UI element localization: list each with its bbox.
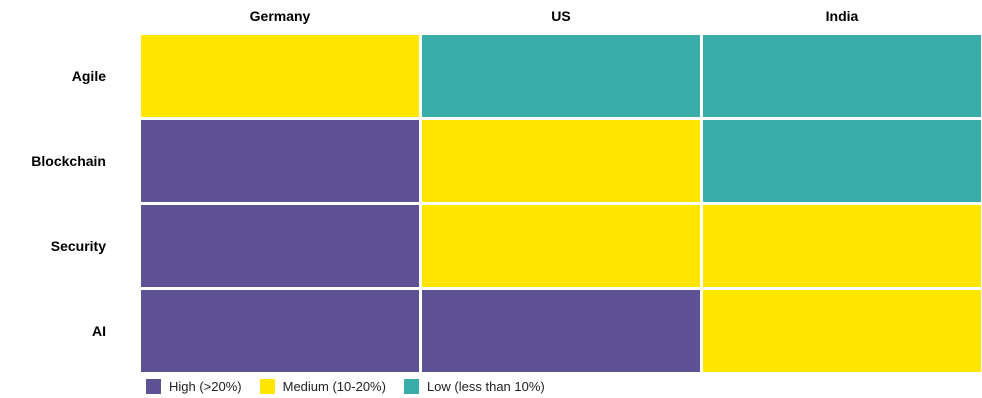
legend-swatch-medium [259,378,275,394]
row-label: Security [51,238,106,254]
heatmap-cell-high [141,290,419,372]
heatmap-cell-high [141,120,419,202]
heatmap-cell-low [703,120,981,202]
heatmap-cell-low [422,35,700,117]
legend-item-high: High (>20%) [146,378,242,394]
heatmap-cell-medium [141,35,419,117]
column-labels: Germany US India [250,8,859,24]
row-label: AI [92,323,106,339]
legend: High (>20%) Medium (10-20%) Low (less th… [146,377,563,395]
heatmap-cell-high [141,205,419,287]
column-label: Germany [250,8,311,24]
heatmap-cells [141,35,981,372]
heatmap-cell-high [422,290,700,372]
legend-label-low: Low (less than 10%) [426,378,545,394]
legend-swatch-low [403,378,419,394]
heatmap-cell-medium [703,290,981,372]
row-label: Blockchain [31,153,106,169]
legend-item-medium: Medium (10-20%) [259,378,386,394]
heatmap-cell-medium [422,120,700,202]
column-label: India [826,8,859,24]
column-label: US [551,8,570,24]
row-labels: Agile Blockchain Security AI [31,68,106,339]
legend-swatch-high [146,378,161,394]
row-label: Agile [72,68,106,84]
legend-item-low: Low (less than 10%) [403,378,545,394]
legend-label-high: High (>20%) [169,378,242,394]
legend-label-medium: Medium (10-20%) [282,378,386,394]
heatmap-cell-medium [703,205,981,287]
heatmap-cell-low [703,35,981,117]
heatmap-cell-medium [422,205,700,287]
